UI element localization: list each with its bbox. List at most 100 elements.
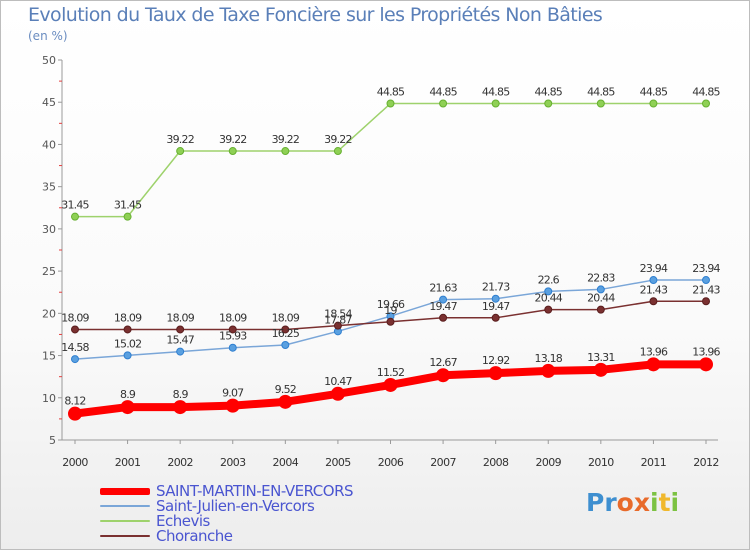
data-label: 13.96 — [692, 345, 720, 358]
y-tick-label: 5 — [49, 434, 56, 447]
legend-item-choranche[interactable]: Choranche — [100, 527, 420, 545]
data-point — [173, 400, 188, 415]
data-point — [544, 99, 553, 108]
logo-letter: o — [616, 488, 634, 517]
data-point — [439, 99, 448, 108]
y-axis-unit: (en %) — [28, 29, 68, 43]
data-point — [491, 313, 500, 322]
data-label: 13.96 — [640, 345, 668, 358]
data-label: 14.58 — [61, 341, 89, 354]
x-tick-label: 2010 — [588, 456, 614, 469]
x-tick-label: 2003 — [220, 456, 246, 469]
logo-letter: x — [633, 488, 650, 517]
y-tick-label: 35 — [42, 181, 56, 194]
data-label: 39.22 — [166, 133, 194, 146]
y-tick-label: 30 — [42, 223, 56, 236]
data-label: 39.22 — [219, 133, 247, 146]
data-point — [593, 362, 608, 377]
data-point — [281, 325, 290, 334]
data-point — [71, 355, 79, 364]
data-label: 8.12 — [64, 395, 85, 408]
y-tick-label: 40 — [42, 138, 56, 151]
data-label: 18.54 — [324, 308, 352, 321]
data-label: 13.18 — [535, 352, 563, 365]
x-tick-label: 2004 — [273, 456, 299, 469]
data-point — [228, 343, 237, 352]
legend-swatch — [100, 488, 150, 495]
series-0 — [68, 357, 713, 421]
x-tick-label: 2000 — [62, 456, 88, 469]
data-point — [333, 321, 342, 330]
data-label: 17.87 — [324, 313, 352, 326]
data-label: 21.63 — [429, 282, 457, 295]
data-point — [123, 325, 132, 334]
logo-letter: r — [604, 488, 617, 517]
data-label: 19.47 — [482, 300, 510, 313]
data-label: 20.44 — [587, 292, 615, 305]
legend-label: Choranche — [156, 527, 233, 545]
data-point — [439, 295, 448, 304]
y-tick-label: 45 — [42, 96, 56, 109]
data-point — [176, 325, 185, 334]
x-tick-label: 2011 — [641, 456, 667, 469]
data-label: 19.66 — [377, 298, 405, 311]
data-label: 12.67 — [429, 356, 457, 369]
legend-item-echevis[interactable]: Echevis — [100, 512, 420, 530]
data-label: 39.22 — [272, 133, 300, 146]
y-tick-label: 15 — [42, 350, 56, 363]
data-label: 13.31 — [587, 351, 615, 364]
data-point — [649, 276, 658, 285]
x-tick-label: 2001 — [115, 456, 141, 469]
data-point — [176, 347, 185, 356]
y-tick-label: 20 — [42, 307, 56, 320]
legend-swatch — [100, 535, 150, 537]
legend-item-saint-martin[interactable]: SAINT-MARTIN-EN-VERCORS — [100, 482, 420, 500]
logo-letter: i — [670, 488, 680, 517]
data-label: 23.94 — [692, 262, 720, 275]
data-point — [228, 325, 237, 334]
data-point — [120, 400, 135, 415]
data-label: 15.02 — [114, 337, 142, 350]
data-point — [383, 377, 398, 392]
data-label: 18.09 — [114, 311, 142, 324]
data-point — [123, 351, 132, 360]
data-label: 31.45 — [61, 199, 89, 212]
data-label: 21.73 — [482, 281, 510, 294]
data-point — [436, 368, 451, 383]
data-label: 19 — [384, 304, 397, 317]
data-point — [702, 297, 710, 306]
data-label: 31.45 — [114, 199, 142, 212]
x-tick-label: 2009 — [535, 456, 561, 469]
y-tick-label: 10 — [42, 392, 56, 405]
data-label: 44.85 — [429, 85, 457, 98]
legend-label: SAINT-MARTIN-EN-VERCORS — [156, 482, 354, 500]
data-label: 44.85 — [535, 85, 563, 98]
proxiti-logo[interactable]: Proxiti — [586, 488, 679, 517]
data-point — [330, 386, 345, 401]
data-point — [281, 341, 290, 349]
data-label: 39.22 — [324, 133, 352, 146]
data-label: 21.43 — [692, 283, 720, 296]
data-point — [176, 147, 185, 156]
data-point — [544, 305, 553, 314]
legend-item-saint-julien[interactable]: Saint-Julien-en-Vercors — [100, 497, 420, 515]
data-label: 23.94 — [640, 262, 668, 275]
data-label: 20.44 — [535, 292, 563, 305]
data-point — [488, 366, 503, 381]
data-point — [71, 212, 79, 221]
logo-letter: P — [586, 488, 605, 517]
x-tick-label: 2006 — [378, 456, 404, 469]
series-3 — [71, 297, 710, 334]
data-label: 18.09 — [272, 311, 300, 324]
data-label: 15.47 — [166, 334, 194, 347]
data-point — [491, 294, 500, 303]
data-point — [281, 147, 290, 156]
data-label: 8.9 — [173, 388, 189, 401]
data-point — [699, 357, 713, 372]
data-point — [541, 363, 556, 378]
x-tick-label: 2012 — [693, 456, 719, 469]
data-label: 19.47 — [429, 300, 457, 313]
data-point — [596, 99, 605, 108]
data-point — [491, 99, 500, 108]
x-tick-label: 2008 — [483, 456, 509, 469]
